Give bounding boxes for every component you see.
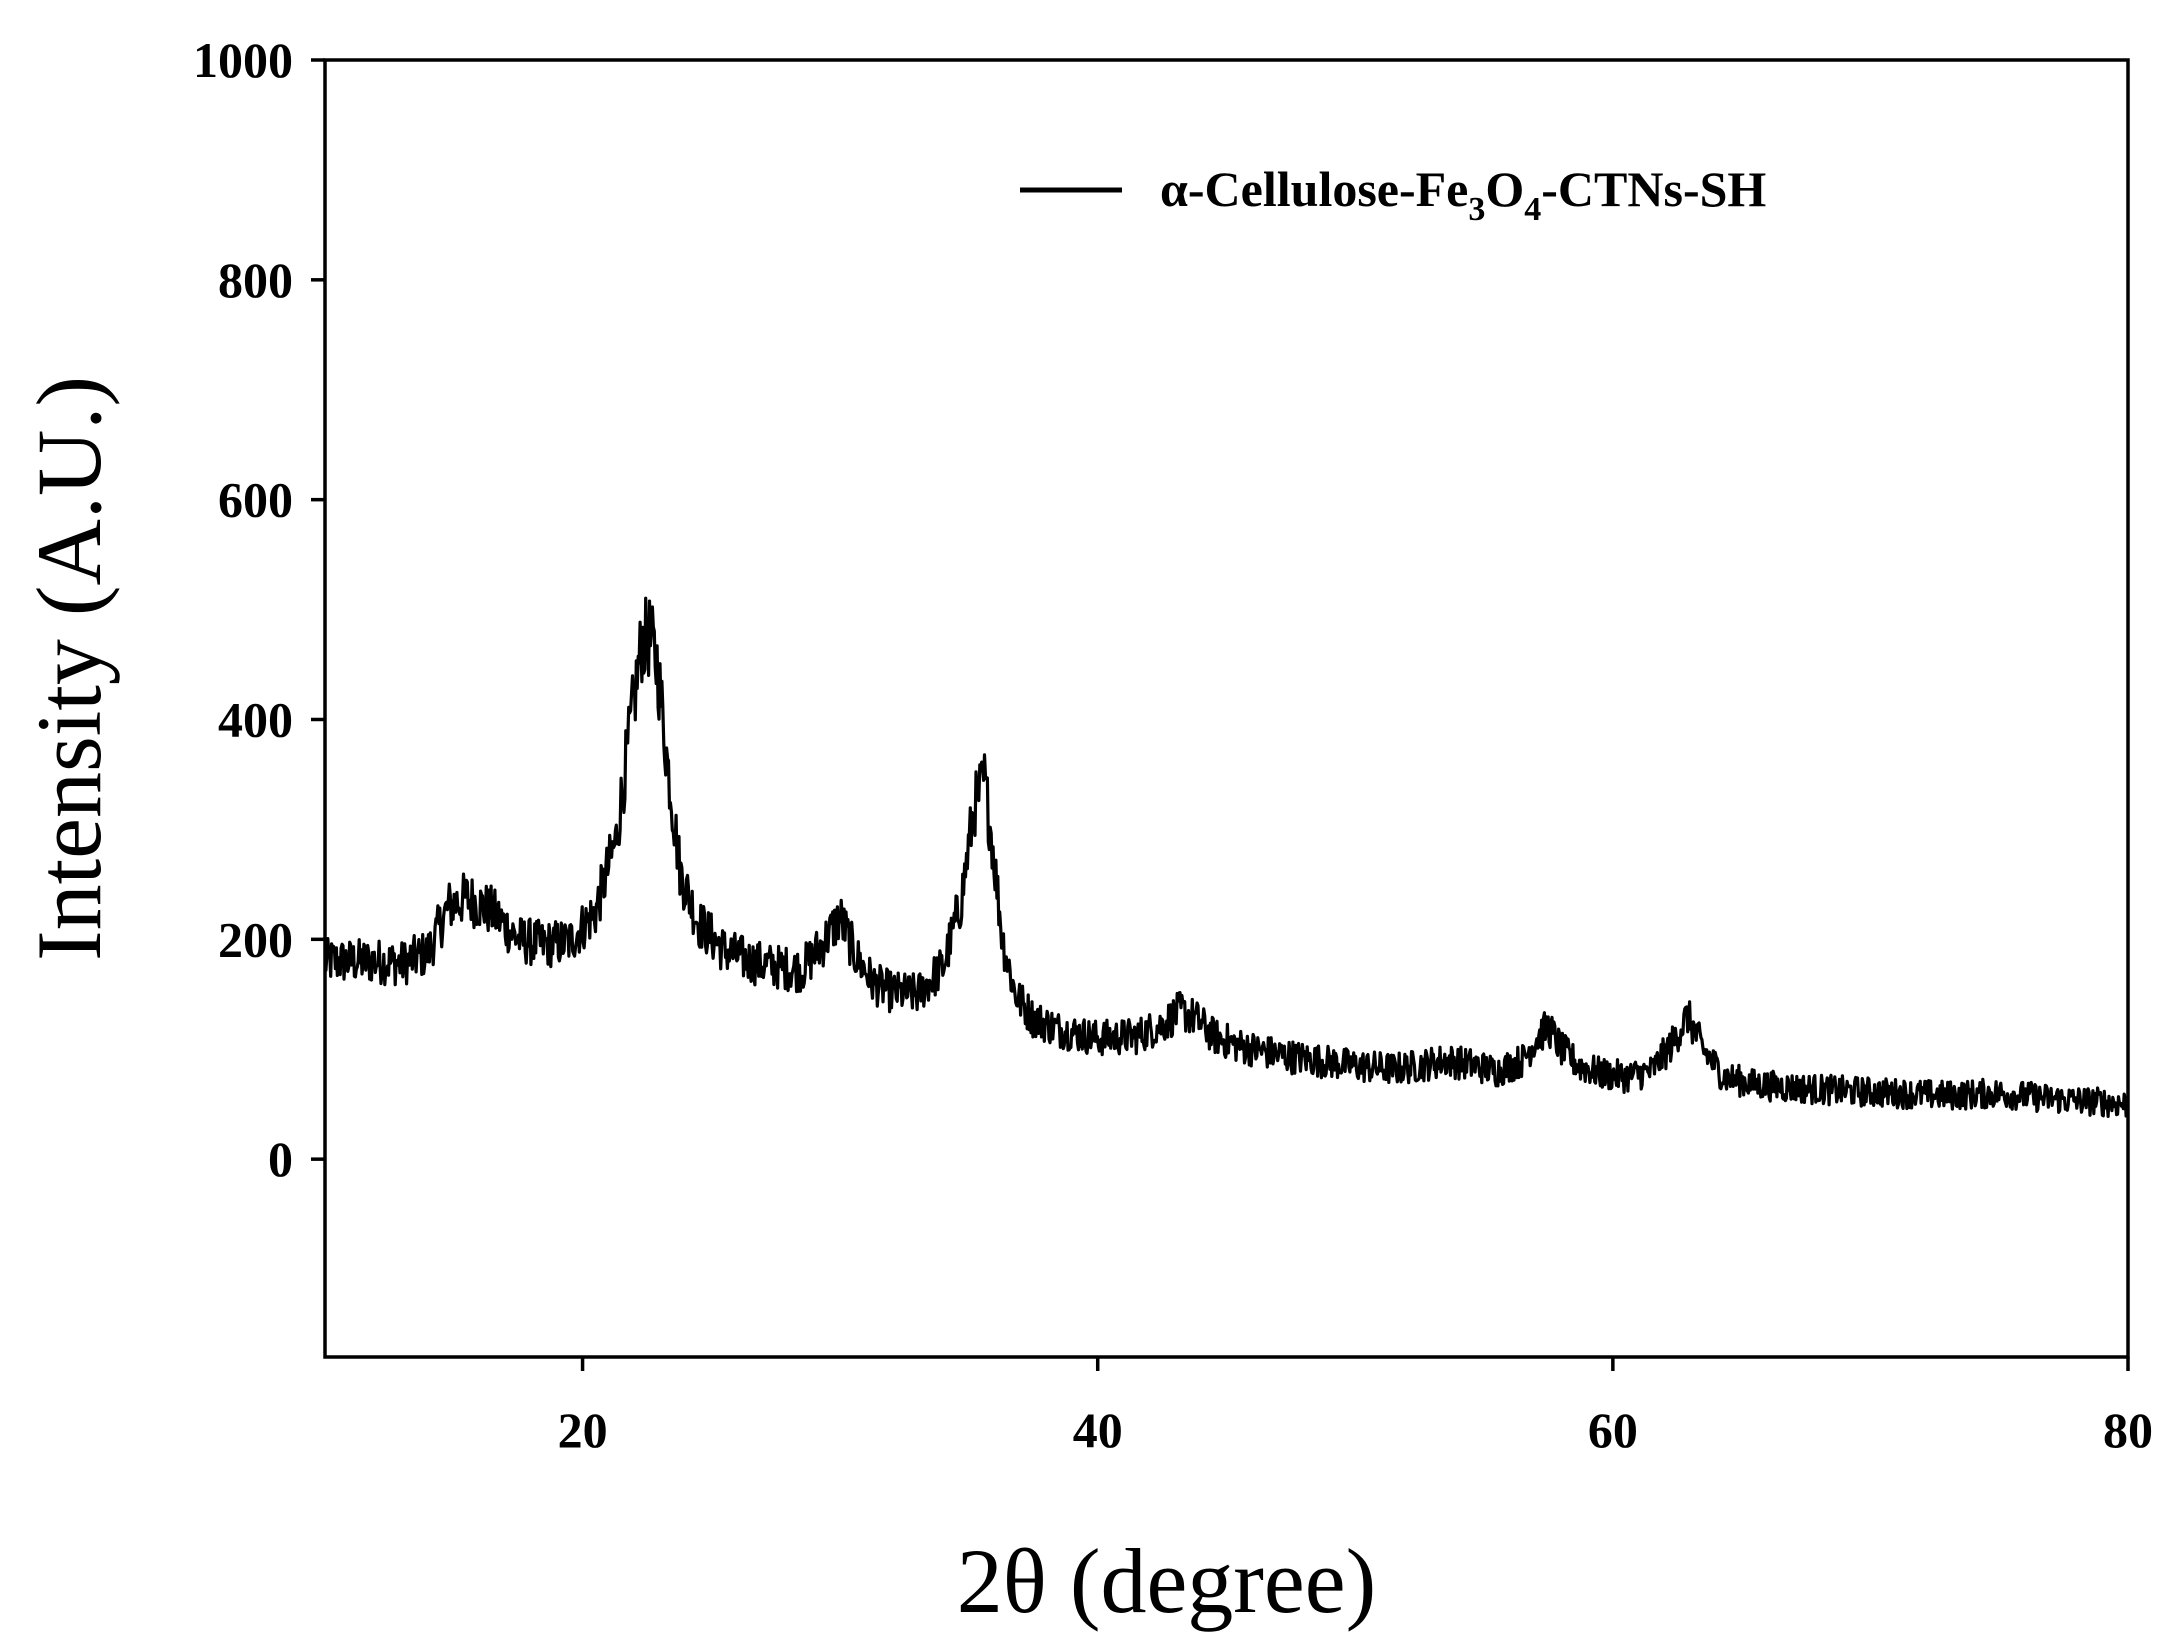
legend-label-suffix: -CTNs-SH xyxy=(1541,161,1766,217)
x-tick-label: 20 xyxy=(558,1402,608,1458)
plot-frame xyxy=(323,58,2130,1359)
y-tick-label: 400 xyxy=(218,691,293,747)
x-tick-label: 80 xyxy=(2103,1402,2153,1458)
y-axis-ticks: 0 200 400 600 800 1000 xyxy=(193,32,325,1187)
legend-label-mid: O xyxy=(1485,161,1524,217)
y-tick-label: 0 xyxy=(268,1131,293,1187)
y-tick-label: 1000 xyxy=(193,32,293,88)
series-line xyxy=(323,596,2130,1118)
x-tick-label: 40 xyxy=(1073,1402,1123,1458)
x-tick-label: 60 xyxy=(1588,1402,1638,1458)
x-axis-ticks: 20 40 60 80 xyxy=(558,1357,2153,1458)
legend: α-Cellulose-Fe3O4-CTNs-SH xyxy=(1020,161,1766,228)
legend-label-prefix: α-Cellulose-Fe xyxy=(1160,161,1468,217)
legend-subscript-3: 3 xyxy=(1468,191,1485,228)
legend-label: α-Cellulose-Fe3O4-CTNs-SH xyxy=(1160,161,1766,228)
y-axis-title: Intensity (A.U.) xyxy=(18,376,120,961)
x-axis-title: 2θ (degree) xyxy=(957,1530,1376,1632)
y-tick-label: 200 xyxy=(218,911,293,967)
y-tick-label: 800 xyxy=(218,252,293,308)
y-tick-label: 600 xyxy=(218,472,293,528)
legend-subscript-4: 4 xyxy=(1524,191,1541,228)
